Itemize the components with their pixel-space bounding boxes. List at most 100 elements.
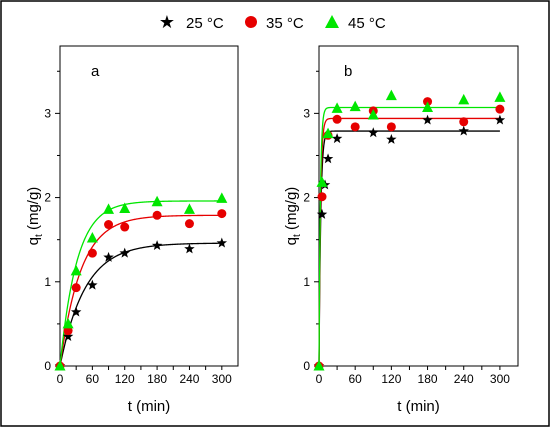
data-point-star [322,153,334,164]
data-point-circle [217,209,227,219]
plot-frame [318,45,519,367]
data-point-triangle [86,232,98,243]
y-axis-label: qt (mg/g) [25,187,45,246]
data-point-circle [71,283,81,293]
x-tick-label: 60 [86,372,100,386]
legend-star-glyph: ★ [159,12,175,32]
fit-curve-star [318,130,500,367]
panel-label: b [344,63,352,80]
data-point-triangle [422,101,434,112]
x-tick-label: 0 [57,372,64,386]
legend-label-25: 25 °C [186,15,224,32]
fit-curve-star [59,242,222,367]
data-point-triangle [367,109,379,120]
data-point-triangle [216,192,228,203]
y-label-subscript: t [34,234,45,237]
x-tick-label: 300 [490,372,510,386]
fit-curve-circle [59,214,222,367]
data-point-star [103,251,114,262]
data-point-star [494,114,506,125]
panel-label: a [91,63,100,80]
data-point-triangle [151,195,163,207]
x-tick-label: 180 [418,372,438,386]
x-tick-label: 60 [349,372,363,386]
y-label-subscript: t [292,234,303,237]
data-point-star [151,240,163,251]
legend-label-45: 45 °C [348,15,386,32]
data-point-triangle [54,360,66,371]
data-point-triangle [103,203,115,214]
x-tick-label: 120 [381,372,401,386]
x-axis-label: t (min) [128,398,171,415]
x-tick-label: 240 [454,372,474,386]
data-point-star [62,331,74,341]
x-tick-label: 240 [179,372,199,386]
y-label-unit: (mg/g) [25,187,42,235]
x-axis-label: t (min) [397,398,440,415]
data-point-circle [332,114,342,124]
data-point-triangle [70,264,82,276]
data-point-triangle [385,89,397,101]
y-tick-label: 1 [303,275,310,289]
data-point-triangle [119,202,131,214]
data-point-triangle [458,93,470,105]
data-point-star [184,243,195,254]
data-point-star [422,114,433,125]
y-tick-label: 2 [303,191,310,205]
y-label-q: q [25,237,42,245]
data-point-circle [317,192,327,202]
data-point-circle [87,248,97,258]
y-tick-label: 3 [44,106,51,120]
data-point-star [87,279,98,290]
data-point-triangle [349,100,361,112]
y-tick-label: 1 [44,275,51,289]
y-tick-label: 0 [44,359,51,373]
data-point-triangle [316,176,328,187]
data-point-circle [350,122,360,132]
legend: ★ 25 °C 35 °C 45 °C [159,12,386,32]
data-point-triangle [62,317,74,329]
data-point-star [119,247,130,258]
plot-frame [59,45,239,367]
x-tick-label: 120 [115,372,135,386]
x-tick-label: 180 [147,372,167,386]
data-point-circle [386,122,396,132]
fit-curve-triangle [59,200,222,367]
data-point-circle [495,104,505,114]
data-point-star [70,306,82,317]
fit-curve-circle [318,117,500,367]
data-point-star [386,133,397,144]
legend-label-35: 35 °C [266,15,304,32]
data-point-star [316,208,328,219]
x-tick-label: 300 [212,372,232,386]
legend-triangle-marker [325,15,339,28]
fit-curve-triangle [318,106,500,367]
data-point-star [458,125,469,136]
data-point-star [368,127,379,138]
data-point-triangle [183,203,195,214]
data-point-circle [459,117,469,127]
y-tick-label: 3 [303,106,310,120]
y-label-unit: (mg/g) [283,187,300,235]
panel-b: 0 60 120 180 240 300 0 1 2 3 b t (min) qt (mg/g) [283,45,519,415]
x-tick-label: 0 [316,372,323,386]
data-point-circle [104,220,114,230]
y-tick-label: 0 [303,359,310,373]
legend-circle-marker [245,16,257,28]
data-point-triangle [313,360,325,371]
data-point-star [331,133,343,144]
y-label-q: q [283,237,300,245]
y-tick-label: 2 [44,191,51,205]
data-point-circle [120,222,130,232]
data-point-star [216,237,228,248]
data-point-triangle [494,91,506,102]
data-point-triangle [331,102,343,113]
data-point-circle [184,219,194,229]
panel-a: 0 60 120 180 240 300 0 1 2 3 a t (min) qt (mg/g) [25,45,239,415]
data-point-triangle [322,127,334,139]
y-axis-label: qt (mg/g) [283,187,303,246]
data-point-circle [152,210,162,220]
